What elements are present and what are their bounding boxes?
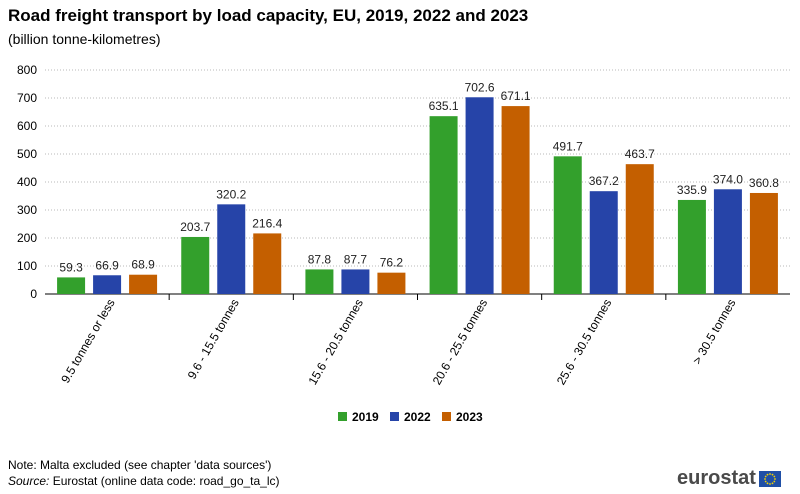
flag-star bbox=[766, 473, 769, 476]
data-label: 463.7 bbox=[625, 147, 655, 161]
logo-text: eurostat bbox=[677, 467, 756, 489]
data-label: 76.2 bbox=[380, 256, 404, 270]
bar-2023 bbox=[625, 164, 654, 294]
source-text: Eurostat (online data code: road_go_ta_l… bbox=[49, 474, 280, 488]
data-label: 59.3 bbox=[59, 260, 83, 274]
data-label: 87.7 bbox=[344, 252, 368, 266]
flag-star bbox=[764, 480, 767, 482]
y-tick-label: 600 bbox=[17, 119, 37, 133]
flag-star bbox=[771, 473, 774, 476]
flag-star bbox=[769, 482, 771, 485]
legend-swatch-2023 bbox=[442, 412, 451, 421]
x-tick-label: 9.6 - 15.5 tonnes bbox=[185, 297, 242, 382]
legend-swatch-2019 bbox=[338, 412, 347, 421]
bar-2023 bbox=[129, 274, 158, 294]
data-label: 367.2 bbox=[589, 174, 619, 188]
data-label: 374.0 bbox=[713, 172, 743, 186]
flag-star bbox=[769, 472, 771, 475]
chart-title: Road freight transport by load capacity,… bbox=[8, 6, 529, 25]
data-label: 635.1 bbox=[429, 99, 459, 113]
flag-star bbox=[764, 475, 767, 477]
x-tick-label: 9.5 tonnes or less bbox=[58, 297, 117, 386]
data-label: 360.8 bbox=[749, 176, 779, 190]
bar-2019 bbox=[305, 269, 334, 294]
flag-star bbox=[771, 481, 774, 484]
data-label: 335.9 bbox=[677, 183, 707, 197]
legend-label: 2023 bbox=[456, 410, 483, 424]
data-label: 702.6 bbox=[465, 80, 495, 94]
bar-2023 bbox=[501, 106, 530, 294]
bar-2019 bbox=[553, 156, 582, 294]
data-label: 203.7 bbox=[180, 220, 210, 234]
bar-2022 bbox=[341, 269, 370, 294]
bar-2022 bbox=[713, 189, 742, 294]
data-label: 216.4 bbox=[252, 216, 282, 230]
legend-label: 2022 bbox=[404, 410, 431, 424]
flag-star bbox=[766, 481, 769, 484]
flag-star bbox=[773, 475, 776, 477]
y-tick-label: 300 bbox=[17, 203, 37, 217]
x-tick-label: 25.6 - 30.5 tonnes bbox=[554, 297, 614, 388]
y-tick-label: 200 bbox=[17, 231, 37, 245]
chart-subtitle: (billion tonne-kilometres) bbox=[8, 31, 161, 47]
data-label: 491.7 bbox=[553, 139, 583, 153]
bar-2022 bbox=[93, 275, 122, 294]
data-label: 87.8 bbox=[308, 252, 332, 266]
bar-2019 bbox=[429, 116, 458, 294]
y-tick-label: 500 bbox=[17, 147, 37, 161]
source-label: Source: bbox=[8, 474, 50, 488]
bar-chart: 0 100 200 300 400 500 600 700 800 59.3 66.9 68.9 9.5… bbox=[17, 63, 790, 424]
x-tick-label: 15.6 - 20.5 tonnes bbox=[306, 297, 366, 388]
flag-star bbox=[773, 480, 776, 482]
flag-star bbox=[774, 477, 776, 480]
data-label: 320.2 bbox=[216, 187, 246, 201]
legend-label: 2019 bbox=[352, 410, 379, 424]
bar-2023 bbox=[749, 192, 778, 294]
footnote: Note: Malta excluded (see chapter 'data … bbox=[8, 458, 272, 472]
y-tick-label: 0 bbox=[30, 287, 37, 301]
bar-2022 bbox=[217, 204, 246, 294]
legend-swatch-2022 bbox=[390, 412, 399, 421]
y-tick-label: 800 bbox=[17, 63, 37, 77]
source-line: Source: Eurostat (online data code: road… bbox=[8, 474, 280, 488]
bar-2019 bbox=[181, 236, 210, 294]
y-tick-label: 400 bbox=[17, 175, 37, 189]
bar-2022 bbox=[465, 97, 494, 294]
bar-2022 bbox=[589, 191, 618, 294]
y-tick-label: 100 bbox=[17, 259, 37, 273]
y-tick-label: 700 bbox=[17, 91, 37, 105]
bar-2019 bbox=[677, 199, 706, 294]
bar-2023 bbox=[253, 233, 282, 294]
data-label: 671.1 bbox=[501, 89, 531, 103]
x-tick-label: 20.6 - 25.5 tonnes bbox=[430, 297, 490, 388]
data-label: 66.9 bbox=[95, 258, 119, 272]
eu-flag-icon bbox=[758, 470, 781, 487]
x-tick-label: > 30.5 tonnes bbox=[690, 297, 739, 367]
eurostat-logo: eurostat bbox=[677, 467, 781, 490]
bar-2019 bbox=[57, 277, 86, 294]
flag-star bbox=[764, 477, 766, 480]
data-label: 68.9 bbox=[131, 258, 155, 272]
bar-2023 bbox=[377, 272, 406, 294]
